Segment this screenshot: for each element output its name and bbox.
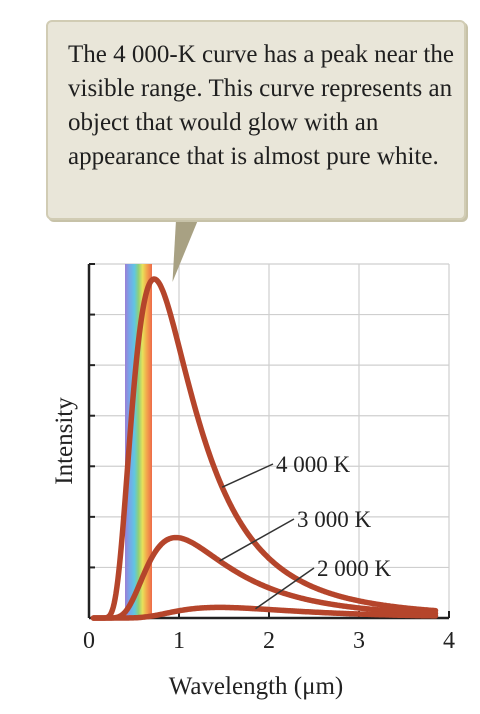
leader-3000K: [219, 518, 295, 562]
callout-box: The 4 000-K curve has a peak near the vi…: [46, 20, 466, 220]
x-axis-title: Wavelength (μm): [169, 673, 344, 700]
x-tick-label: 3: [353, 628, 365, 654]
curve-3000K: [90, 534, 439, 621]
leader-2000K: [255, 567, 315, 610]
curve-label-4000: 4 000 K: [276, 452, 351, 477]
x-tick-label: 4: [443, 628, 455, 654]
x-tick-label: 2: [263, 628, 275, 654]
curve-label-2000: 2 000 K: [317, 556, 392, 581]
curve-4000K: [90, 276, 439, 621]
x-tick-label: 1: [173, 628, 185, 654]
curve-label-3000: 3 000 K: [297, 507, 372, 532]
x-tick-label: 0: [83, 628, 95, 654]
y-axis-title: Intensity: [51, 397, 78, 485]
callout-pointer: [172, 220, 198, 282]
curve-2000K: [90, 604, 439, 621]
callout-text: The 4 000-K curve has a peak near the vi…: [68, 41, 454, 170]
leader-4000K: [221, 463, 274, 488]
curve-label-leaders: [219, 463, 315, 610]
x-tick-labels: 0 1 2 3 4: [83, 628, 455, 654]
curves: [90, 276, 439, 621]
